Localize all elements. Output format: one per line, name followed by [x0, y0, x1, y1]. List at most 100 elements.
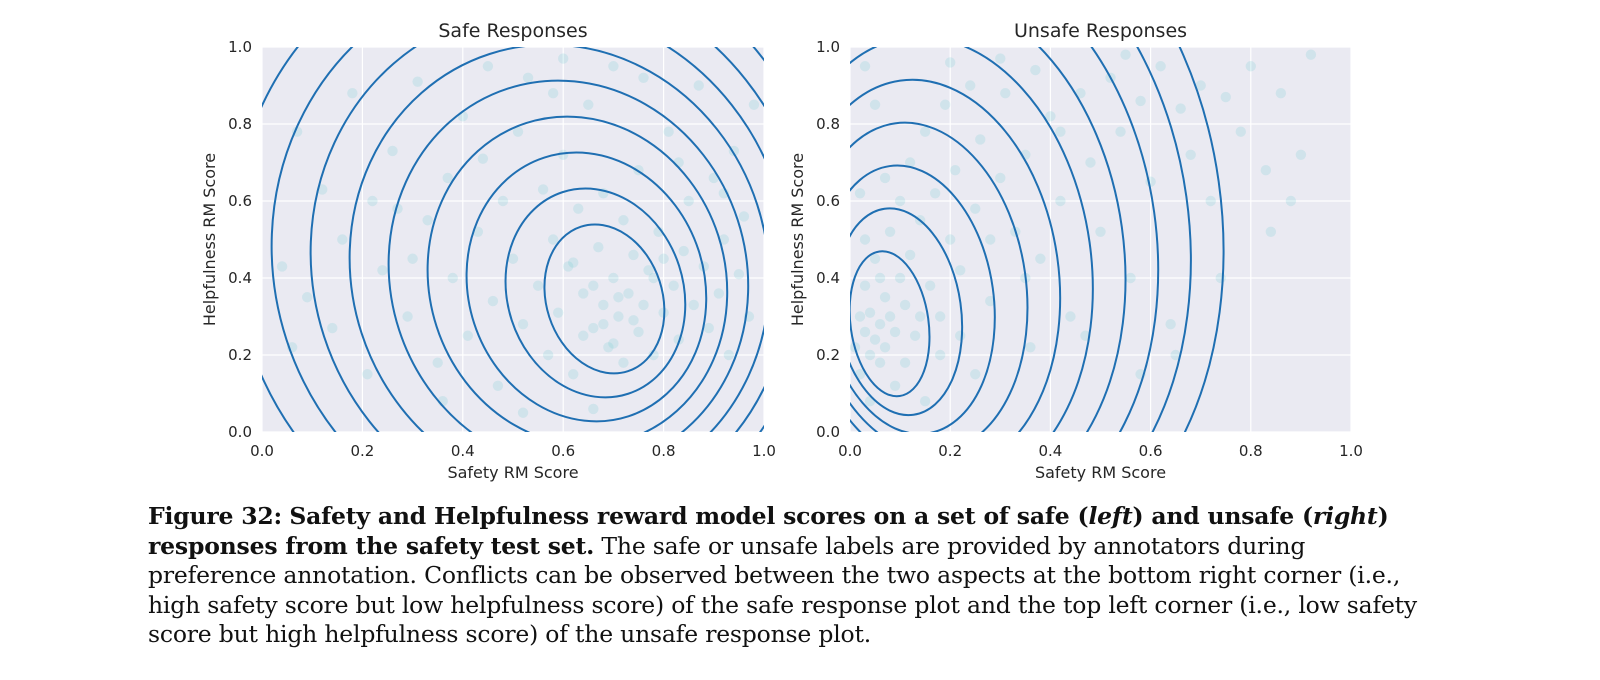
- scatter-point: [914, 311, 926, 322]
- scatter-point: [955, 330, 966, 341]
- density-contour: [426, 115, 729, 432]
- scatter-point: [733, 268, 745, 280]
- scatter-point: [517, 319, 529, 330]
- scatter-point: [618, 215, 629, 226]
- scatter-point: [1295, 149, 1307, 160]
- scatter-point: [713, 288, 725, 299]
- scatter-point: [412, 76, 423, 87]
- scatter-point: [1170, 349, 1181, 361]
- scatter-point: [1265, 226, 1277, 237]
- scatter-point: [462, 330, 474, 341]
- scatter-point: [1165, 319, 1176, 330]
- scatter-point: [482, 61, 494, 72]
- scatter-point: [1185, 149, 1196, 160]
- scatter-point: [909, 330, 921, 341]
- scatter-point: [593, 242, 604, 253]
- density-contour: [270, 47, 764, 432]
- y-tick-label: 1.0: [228, 38, 252, 56]
- scatter-point: [970, 203, 981, 214]
- scatter-point: [422, 215, 433, 226]
- scatter-point: [1085, 157, 1096, 168]
- scatter-point: [688, 299, 699, 311]
- scatter-point: [1055, 195, 1066, 207]
- x-tick-label: 0.0: [838, 442, 862, 460]
- scatter-point: [874, 272, 886, 284]
- scatter-point: [929, 188, 941, 199]
- scatter-point: [598, 299, 609, 311]
- scatter-point: [387, 145, 398, 157]
- scatter-point: [507, 253, 519, 264]
- density-contour: [850, 250, 931, 398]
- scatter-point: [588, 280, 599, 291]
- caption-label: Figure 32:: [148, 502, 283, 530]
- scatter-point: [995, 172, 1006, 184]
- scatter-point: [1075, 88, 1086, 99]
- scatter-point: [975, 134, 986, 145]
- scatter-point: [859, 280, 871, 291]
- scatter-point: [613, 292, 624, 303]
- density-contour: [850, 207, 964, 417]
- scatter-point: [668, 280, 679, 291]
- scatter-point: [1065, 311, 1076, 322]
- scatter-point: [1245, 61, 1257, 72]
- scatter-point: [608, 61, 619, 72]
- scatter-point: [869, 334, 881, 345]
- scatter-point: [583, 99, 594, 110]
- caption-bold-2: ) and unsafe (: [1132, 502, 1313, 530]
- scatter-point: [1220, 91, 1231, 103]
- scatter-point: [884, 311, 896, 322]
- scatter-point: [512, 126, 524, 137]
- scatter-point: [859, 326, 871, 338]
- scatter-point: [1205, 195, 1216, 207]
- scatter-point: [723, 349, 735, 361]
- density-contour: [309, 47, 764, 432]
- y-tick-label: 0.0: [228, 423, 252, 441]
- density-contour: [850, 121, 1029, 432]
- density-contour: [850, 78, 1062, 432]
- scatter-point: [487, 295, 499, 307]
- scatter-point: [950, 165, 961, 176]
- scatter-point: [633, 326, 644, 338]
- scatter-point: [1275, 88, 1287, 99]
- scatter-point: [995, 53, 1006, 64]
- scatter-point: [568, 369, 579, 380]
- scatter-point: [552, 307, 564, 318]
- figure-canvas: 0.0 0.2 0.4 0.6 0.8 1.0 0.0 0.2 0.4 0.6 0.8 1.0 Safe…: [200, 20, 1363, 482]
- scatter-point: [1030, 64, 1041, 76]
- y-tick-label: 0.8: [228, 115, 252, 133]
- scatter-point: [889, 326, 901, 338]
- scatter-point: [588, 322, 599, 334]
- scatter-point: [889, 380, 901, 391]
- density-contour: [850, 47, 1225, 432]
- scatter-point: [924, 280, 936, 291]
- x-tick-label: 0.0: [250, 442, 274, 460]
- scatter-point: [864, 349, 876, 361]
- scatter-point: [542, 349, 554, 361]
- x-tick-label: 0.6: [1139, 442, 1163, 460]
- scatter-point: [563, 261, 574, 272]
- density-contour: [850, 47, 1192, 432]
- y-tick-label: 1.0: [816, 38, 840, 56]
- scatter-point: [638, 299, 649, 311]
- y-tick-label: 0.2: [228, 346, 252, 364]
- scatter-point: [327, 322, 338, 334]
- x-tick-label: 0.4: [1038, 442, 1062, 460]
- y-tick-label: 0.4: [816, 269, 840, 287]
- scatter-point: [1175, 103, 1186, 114]
- scatter-point: [1215, 272, 1226, 284]
- scatter-point: [970, 369, 981, 380]
- scatter-point: [748, 99, 760, 110]
- scatter-point: [442, 172, 453, 184]
- scatter-point: [869, 99, 881, 110]
- scatter-point: [884, 226, 896, 237]
- scatter-point: [859, 61, 871, 72]
- scatter-point: [899, 357, 911, 368]
- density-contour: [543, 223, 666, 375]
- scatter-point: [367, 195, 378, 207]
- scatter-point: [638, 72, 649, 84]
- scatter-point: [447, 272, 458, 284]
- scatter-point: [578, 288, 589, 299]
- x-tick-label: 0.2: [938, 442, 962, 460]
- y-tick-label: 0.8: [816, 115, 840, 133]
- scatter-point: [859, 234, 871, 245]
